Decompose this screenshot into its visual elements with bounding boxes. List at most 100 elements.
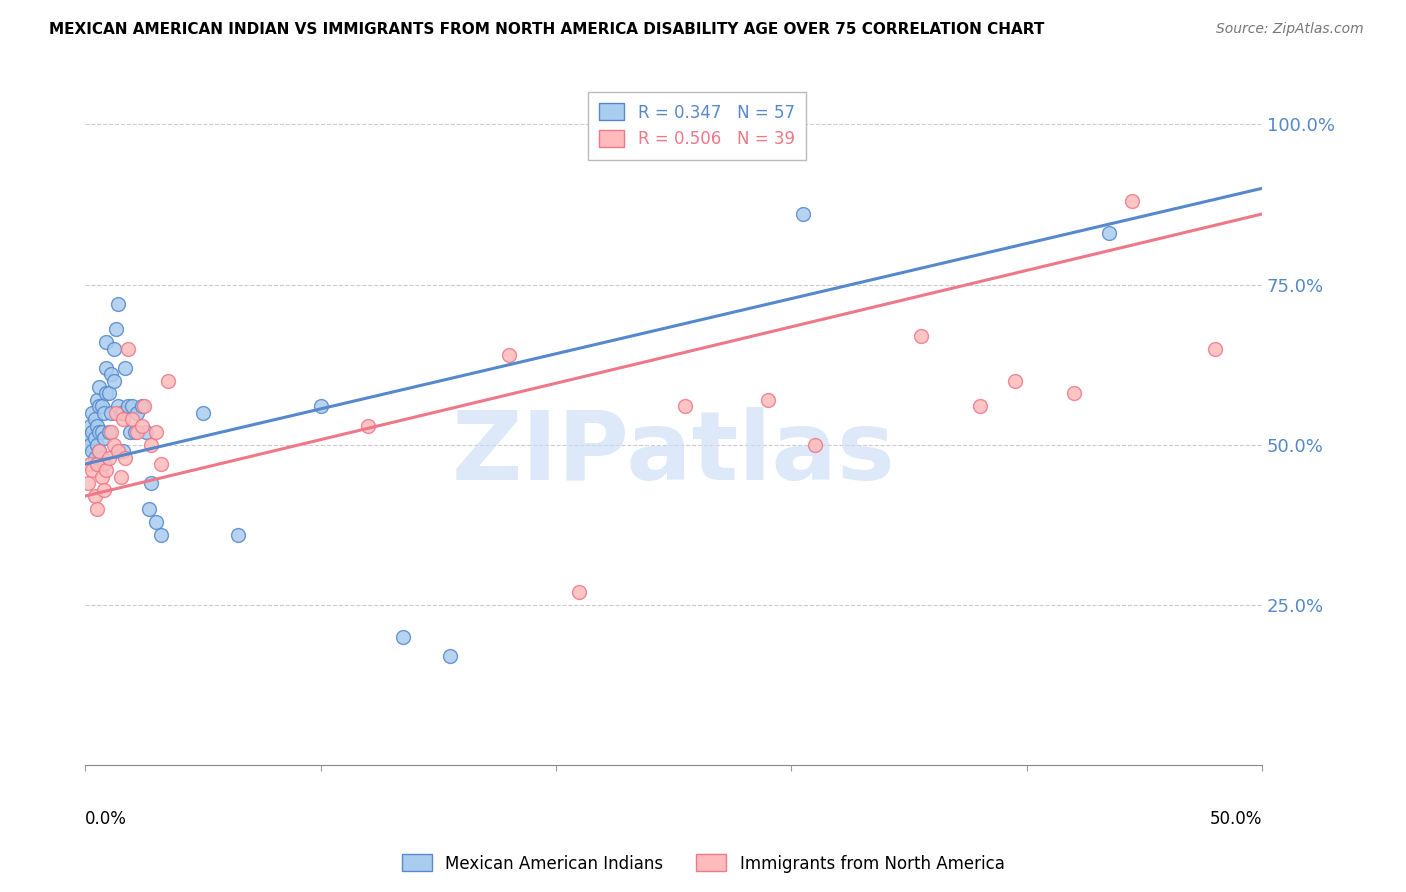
Point (156, 374, 179, 388)
Point (498, 348, 520, 362)
Point (111, 412, 134, 426)
Point (97, 450, 120, 465)
Point (131, 400, 153, 414)
Point (89, 380, 111, 394)
Point (804, 438, 827, 452)
Point (93, 483, 115, 497)
Point (118, 425, 141, 439)
Text: MEXICAN AMERICAN INDIAN VS IMMIGRANTS FROM NORTH AMERICA DISABILITY AGE OVER 75 : MEXICAN AMERICAN INDIAN VS IMMIGRANTS FR… (49, 22, 1045, 37)
Point (124, 425, 146, 439)
Point (86, 392, 108, 407)
Point (89, 444, 111, 458)
Point (114, 450, 136, 465)
Point (96, 386, 118, 401)
Point (90, 450, 112, 465)
Point (392, 630, 415, 644)
Point (1063, 386, 1085, 401)
Text: Source: ZipAtlas.com: Source: ZipAtlas.com (1216, 22, 1364, 37)
Point (97, 386, 120, 401)
Point (121, 400, 143, 414)
Point (96, 463, 118, 477)
Point (79, 418, 101, 433)
Point (86, 438, 108, 452)
Point (79, 457, 101, 471)
Point (125, 406, 148, 420)
Point (90, 470, 112, 484)
Point (1204, 342, 1226, 356)
Point (103, 438, 125, 452)
Point (93, 406, 115, 420)
Point (149, 527, 172, 541)
Point (910, 328, 932, 343)
Point (82, 406, 104, 420)
Point (756, 392, 779, 407)
Text: 0.0%: 0.0% (86, 810, 127, 829)
Point (114, 360, 136, 375)
Point (1121, 194, 1143, 209)
Legend: R = 0.347   N = 57, R = 0.506   N = 39: R = 0.347 N = 57, R = 0.506 N = 39 (588, 92, 807, 160)
Point (86, 418, 108, 433)
Point (969, 400, 991, 414)
Point (568, 585, 591, 599)
Point (145, 425, 167, 439)
Point (135, 425, 157, 439)
Point (111, 444, 134, 458)
Point (83, 489, 105, 503)
Point (93, 457, 115, 471)
Point (107, 297, 129, 311)
Point (134, 400, 156, 414)
Point (86, 501, 108, 516)
Point (90, 400, 112, 414)
Point (107, 400, 129, 414)
Point (191, 406, 214, 420)
Point (100, 406, 122, 420)
Point (103, 342, 125, 356)
Point (439, 649, 461, 664)
Point (149, 457, 172, 471)
Point (76, 476, 98, 491)
Point (96, 335, 118, 350)
Point (792, 207, 814, 221)
Point (111, 406, 134, 420)
Point (1098, 226, 1121, 240)
Point (83, 450, 105, 465)
Point (1004, 374, 1026, 388)
Point (125, 425, 148, 439)
Point (89, 400, 111, 414)
Point (100, 425, 122, 439)
Point (83, 431, 105, 445)
Point (104, 322, 127, 336)
Point (104, 406, 127, 420)
Point (138, 501, 160, 516)
Point (673, 400, 696, 414)
Point (86, 457, 108, 471)
Point (107, 444, 129, 458)
Point (76, 431, 98, 445)
Point (117, 400, 139, 414)
Point (226, 527, 249, 541)
Point (309, 400, 332, 414)
Point (131, 418, 153, 433)
Point (103, 374, 125, 388)
Point (90, 425, 112, 439)
Point (141, 476, 163, 491)
Point (82, 425, 104, 439)
Point (83, 412, 105, 426)
Point (97, 425, 120, 439)
Point (86, 457, 108, 471)
Point (89, 444, 111, 458)
Text: ZIPatlas: ZIPatlas (451, 408, 896, 500)
Point (79, 438, 101, 452)
Text: 50.0%: 50.0% (1209, 810, 1263, 829)
Point (121, 412, 143, 426)
Point (357, 418, 380, 433)
Point (100, 368, 122, 382)
Point (110, 470, 132, 484)
Point (141, 438, 163, 452)
Point (117, 342, 139, 356)
Point (82, 444, 104, 458)
Point (93, 431, 115, 445)
Point (89, 425, 111, 439)
Point (145, 515, 167, 529)
Point (96, 360, 118, 375)
